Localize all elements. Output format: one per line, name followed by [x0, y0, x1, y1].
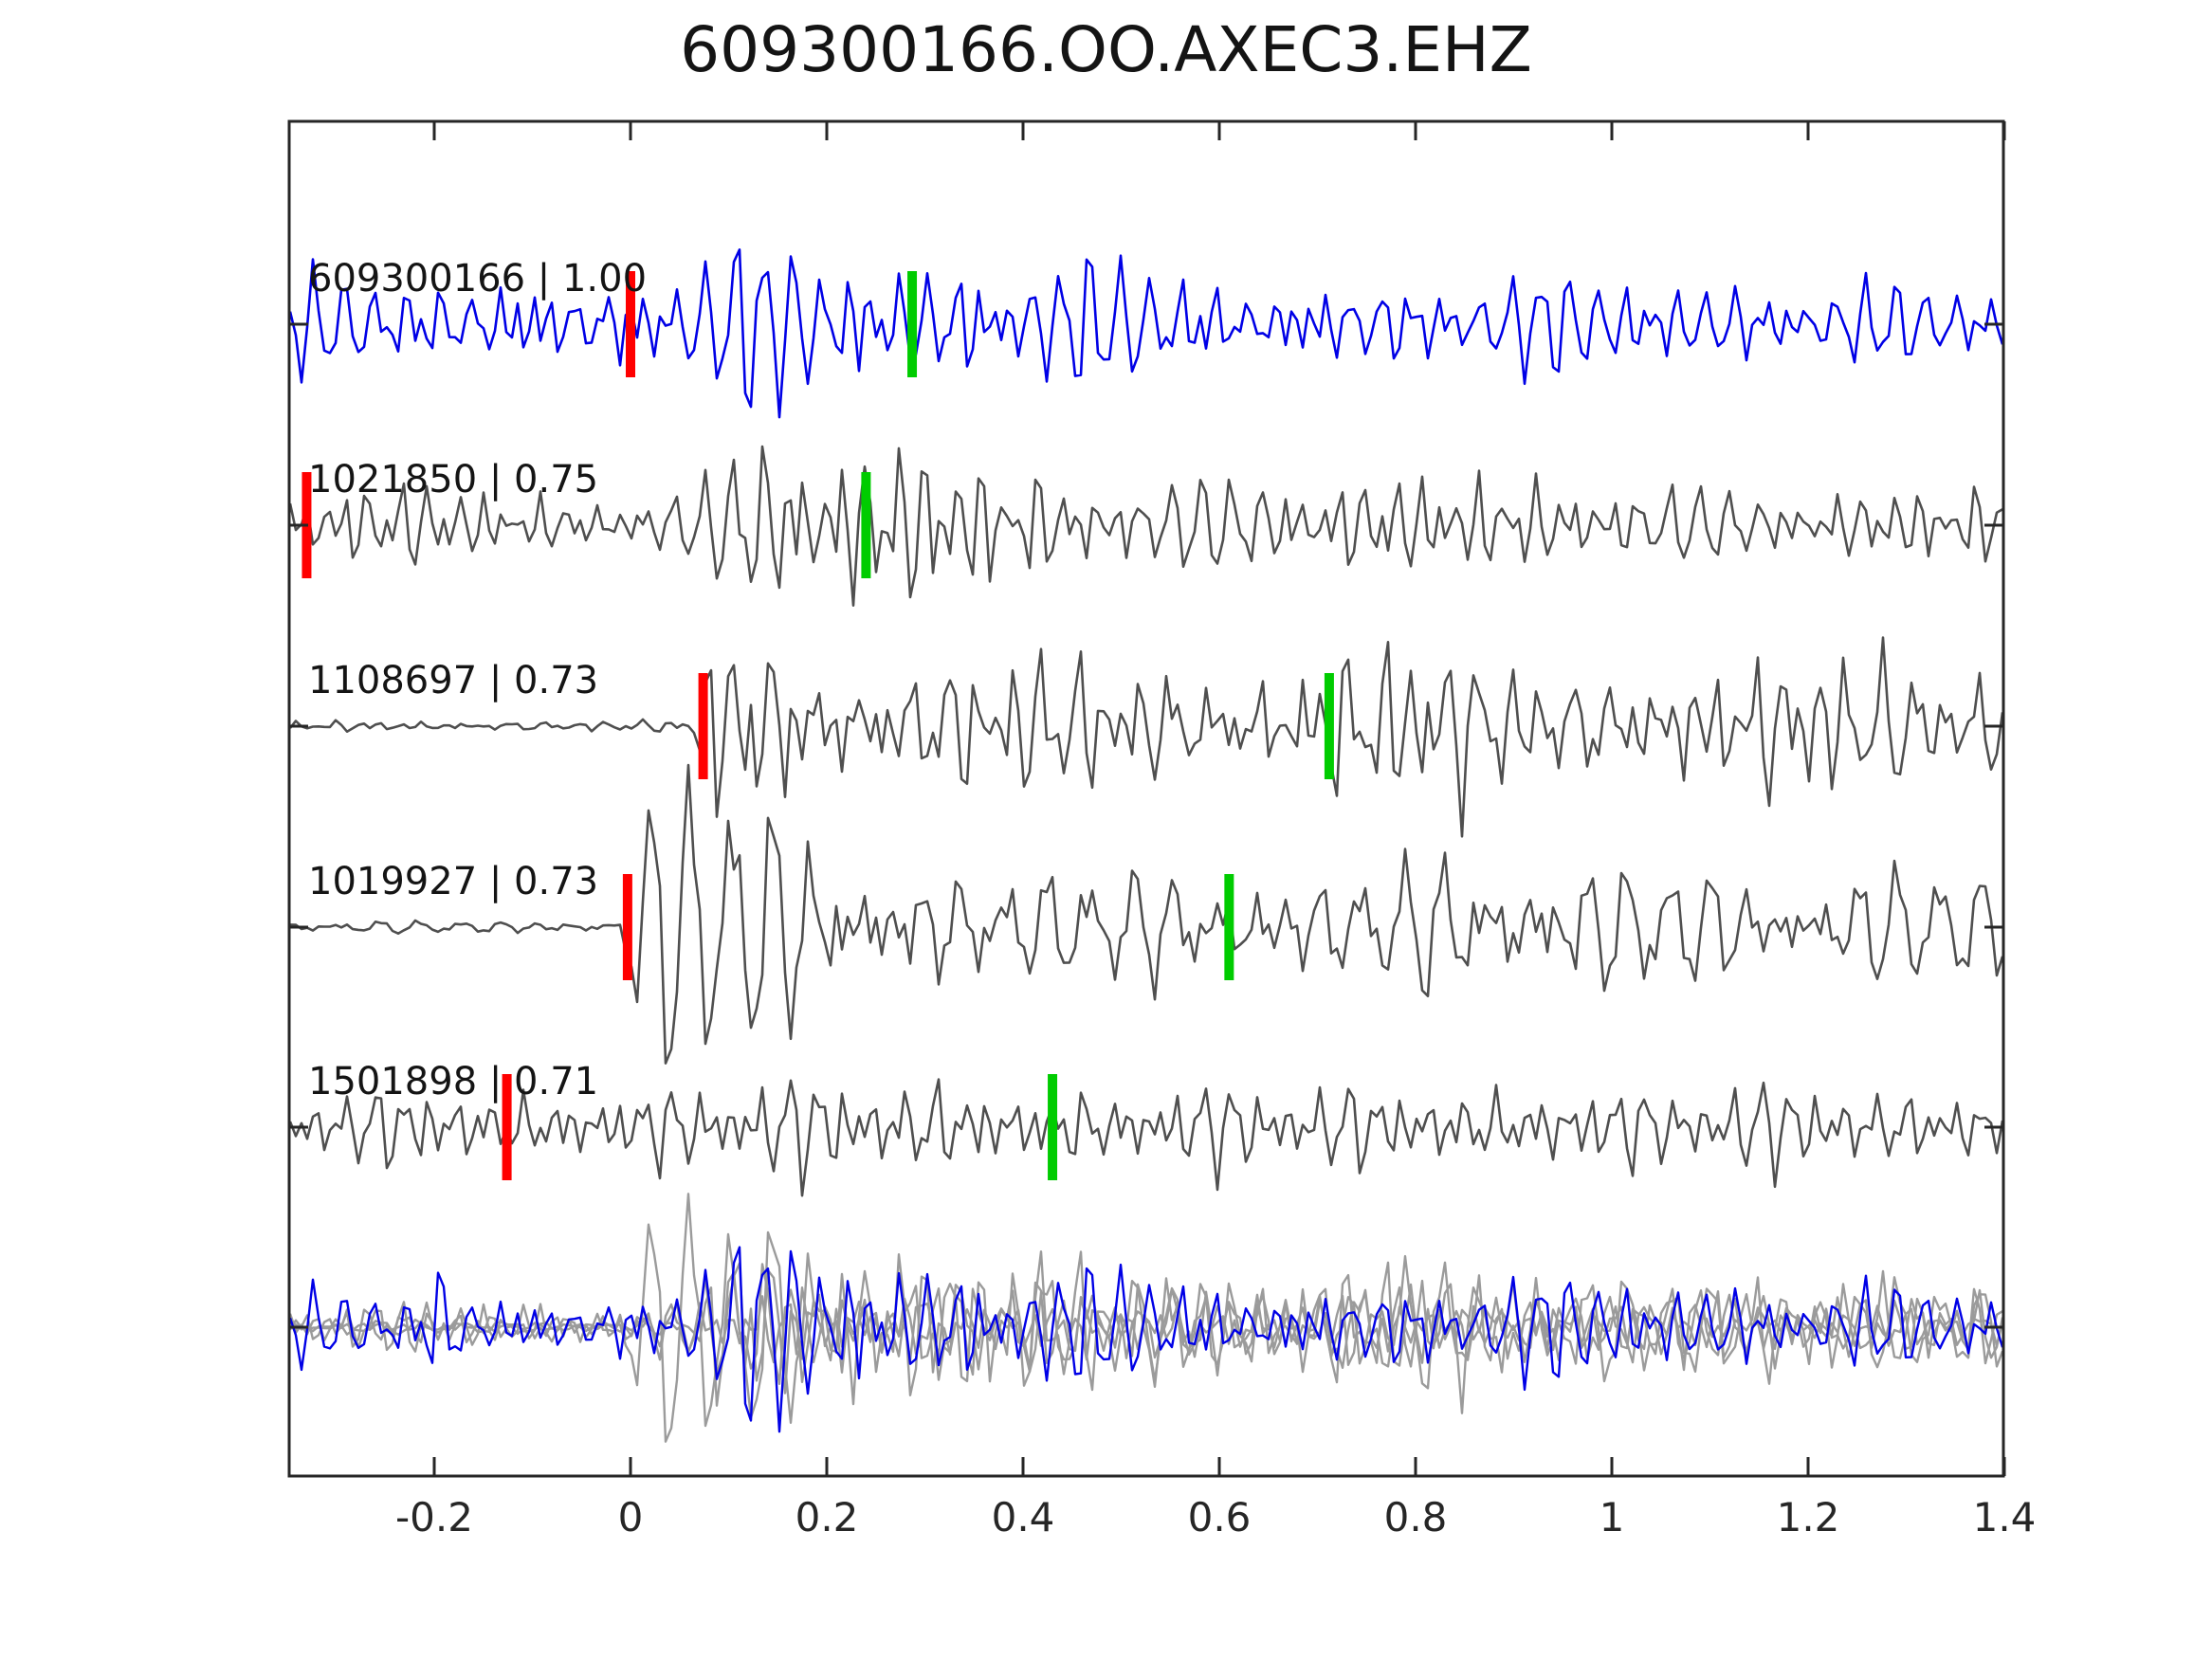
overlay-path-609300166	[290, 1246, 2002, 1433]
x-tick-label-1.4: 1.4	[1972, 1494, 2037, 1540]
x-tick-label-0.2: 0.2	[795, 1494, 859, 1540]
trace-label-1108697: 1108697 | 0.73	[308, 659, 599, 702]
trace-layer	[290, 247, 2002, 1443]
x-tick-label-1: 1	[1599, 1494, 1625, 1540]
trace-path-1108697	[290, 636, 2002, 838]
red-pick-marker-1019927	[622, 874, 632, 980]
red-pick-marker-1108697	[698, 673, 708, 779]
trace-label-609300166: 609300166 | 1.00	[308, 257, 648, 301]
trace-label-1501898: 1501898 | 0.71	[308, 1060, 599, 1103]
green-pick-marker-1501898	[1048, 1074, 1058, 1180]
green-pick-marker-1108697	[1324, 673, 1334, 779]
trace-path-1021850	[290, 445, 2002, 608]
axes-frame	[287, 119, 2005, 1478]
trace-path-609300166	[290, 247, 2002, 419]
trace-label-1021850: 1021850 | 0.75	[308, 458, 599, 501]
x-tick-label-0.8: 0.8	[1383, 1494, 1448, 1540]
figure-title: 609300166.OO.AXEC3.EHZ	[680, 13, 1532, 86]
trace-path-1501898	[290, 1078, 2002, 1197]
x-tick-label-1.2: 1.2	[1776, 1494, 1840, 1540]
x-tick-label-0.6: 0.6	[1187, 1494, 1252, 1540]
green-pick-marker-609300166	[907, 271, 918, 377]
trace-path-1019927	[290, 763, 2002, 1065]
overlay-path-1501898	[290, 1286, 2002, 1384]
green-pick-marker-1019927	[1224, 874, 1234, 980]
red-pick-marker-1501898	[502, 1074, 512, 1180]
x-tick-label-0: 0	[617, 1494, 644, 1540]
x-tick-label--0.2: -0.2	[395, 1494, 473, 1540]
trace-label-1019927: 1019927 | 0.73	[308, 860, 599, 903]
red-pick-marker-609300166	[626, 271, 635, 377]
x-tick-label-0.4: 0.4	[991, 1494, 1055, 1540]
green-pick-marker-1021850	[861, 472, 871, 578]
